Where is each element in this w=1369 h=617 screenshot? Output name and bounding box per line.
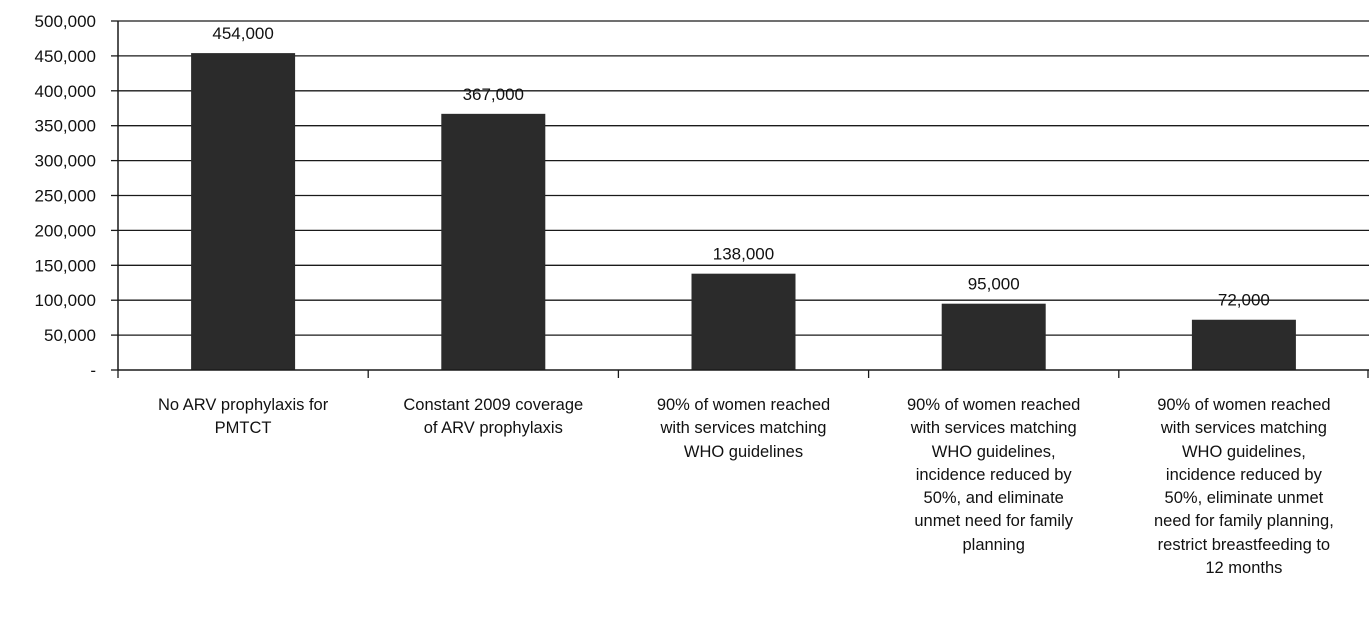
y-tick-label: 200,000 (35, 221, 96, 240)
data-label: 138,000 (713, 245, 774, 264)
data-label: 454,000 (212, 24, 273, 43)
data-label: 72,000 (1218, 291, 1270, 310)
bar (941, 303, 1046, 370)
y-tick-label: 150,000 (35, 256, 96, 275)
y-tick-label: 50,000 (44, 326, 96, 345)
y-tick-label: 300,000 (35, 152, 96, 171)
data-labels: 454,000 367,000 138,000 95,000 72,000 (212, 24, 1270, 310)
bar (1191, 319, 1296, 370)
y-tick-label: 500,000 (35, 12, 96, 31)
x-tick-label: No ARV prophylaxis for PMTCT (157, 396, 329, 438)
data-label: 367,000 (463, 85, 524, 104)
gridlines (111, 20, 1369, 371)
bars (191, 53, 1296, 371)
y-tick-label: 450,000 (35, 47, 96, 66)
y-tick-label: 250,000 (35, 187, 96, 206)
x-tick-label: 90% of women reached with services match… (656, 396, 831, 461)
x-tick-label: 90% of women reached with services match… (907, 396, 1081, 554)
y-tick-label: 350,000 (35, 117, 96, 136)
bar (691, 273, 796, 370)
y-tick-label: - (90, 361, 96, 380)
y-tick-label: 400,000 (35, 82, 96, 101)
data-label: 95,000 (968, 275, 1020, 294)
axes (117, 21, 1369, 378)
x-tick-label: 90% of women reached with services match… (1154, 396, 1334, 578)
y-axis-tick-labels: - 50,000 100,000 150,000 200,000 250,000 300,0… (35, 12, 96, 380)
x-tick-label: Constant 2009 coverage of ARV prophylaxi… (403, 396, 584, 438)
bar (441, 113, 546, 371)
y-tick-label: 100,000 (35, 291, 96, 310)
bar (191, 53, 296, 370)
